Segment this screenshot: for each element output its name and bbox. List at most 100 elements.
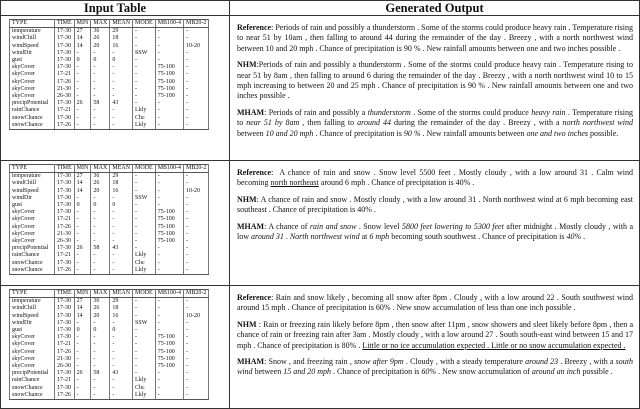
table-cell: 27	[73, 172, 92, 181]
table-cell: -	[90, 377, 111, 385]
table-cell: -	[183, 216, 210, 224]
table-cell: windSpeed	[9, 312, 55, 320]
table-cell: -	[73, 49, 92, 58]
table-cell: 75-100	[154, 355, 185, 364]
output-label: Reference	[237, 293, 272, 302]
table-cell: -	[73, 209, 92, 217]
table-cell: skyCover	[9, 348, 55, 356]
table-cell: -	[154, 312, 185, 320]
table-cell: skyCover	[9, 71, 55, 79]
text-segment: A chance of	[268, 221, 310, 231]
label-separator: :	[264, 107, 269, 117]
table-cell: -	[183, 100, 210, 108]
table-cell: 75-100	[154, 71, 185, 79]
text-segment: after midnight . Mostly cloudy , with a …	[237, 221, 634, 242]
table-cell: 26-30	[54, 363, 75, 371]
text-segment: around 6 mph . Chance of precipitation i…	[318, 178, 475, 188]
table-cell: -	[90, 71, 111, 79]
output-paragraph: MHAM: A chance of rain and snow . Snow l…	[237, 222, 633, 243]
column-header: TYPE	[9, 163, 55, 174]
input-table: TYPE TIME MIN MAX MEAN MODE MB100-4 MB20-2 tempe…	[9, 18, 210, 131]
table-cell: -	[183, 384, 210, 392]
table-cell: skyCover	[9, 216, 55, 224]
table-cell: gust	[9, 57, 55, 65]
table-row: rainChance 17-21- - - Lkly - -	[9, 377, 210, 385]
table-row: windSpeed 17-30 14 20 16- -10-20	[9, 42, 210, 50]
table-cell: -	[109, 341, 134, 349]
table-cell: 17-30	[54, 202, 75, 210]
table-cell: windDir	[9, 194, 55, 203]
table-cell: -	[73, 384, 92, 392]
table-cell: 17-30	[54, 259, 75, 267]
table-cell: -	[183, 64, 210, 72]
table-row: windChill 17-30 14 26 18- - -	[9, 180, 210, 188]
table-cell: 17-21	[54, 341, 75, 349]
table-cell: -	[90, 238, 111, 246]
output-label: NHM	[237, 60, 257, 70]
table-cell: -	[183, 194, 210, 203]
table-cell: -	[73, 71, 92, 79]
table-cell: 26	[90, 35, 111, 43]
table-cell: -	[183, 114, 210, 122]
table-cell: -	[109, 384, 134, 392]
table-cell: 17-30	[54, 194, 75, 203]
text-segment: .	[581, 232, 586, 242]
table-cell: -	[132, 341, 156, 349]
column-header: TIME	[54, 288, 75, 299]
table-cell: 0	[109, 57, 134, 65]
table-cell: -	[109, 363, 134, 371]
table-cell: -	[154, 305, 185, 313]
table-row: skyCover 21-30- - - -75-100-	[9, 355, 210, 364]
table-cell: -	[132, 230, 156, 239]
table-cell: skyCover	[9, 223, 55, 231]
table-cell: skyCover	[9, 85, 55, 94]
italic-segment: north northwest wind	[562, 118, 633, 128]
table-cell: -	[132, 85, 156, 94]
table-cell: 36	[90, 172, 111, 181]
table-cell: 29	[109, 27, 134, 36]
table-cell: windDir	[9, 49, 55, 58]
table-cell: 17-30	[54, 180, 75, 188]
table-header-row: TYPE TIME MIN MAX MEAN MODE MB100-4 MB20-2	[9, 18, 210, 29]
table-header-row: TYPE TIME MIN MAX MEAN MODE MB100-4 MB20-2	[9, 163, 210, 174]
table-cell: 0	[109, 202, 134, 210]
table-cell: 0	[109, 327, 134, 335]
column-header: MAX	[90, 288, 111, 299]
table-cell: Chc	[132, 384, 156, 392]
table-cell: -	[90, 209, 111, 217]
table-cell: SSW	[132, 49, 156, 58]
table-cell: -	[109, 49, 134, 58]
table-cell: precipPotential	[9, 245, 55, 253]
table-cell: 17-30	[54, 187, 75, 195]
table-row: precipPotential 17-30 26 58 43- - -	[9, 370, 210, 378]
table-cell: 14	[73, 42, 92, 50]
table-cell: -	[154, 35, 185, 43]
column-header: MB20-2	[183, 18, 210, 29]
table-row: windChill 17-30 14 26 18- - -	[9, 305, 210, 313]
generated-output: Reference: Periods of rain and possibly …	[237, 23, 633, 139]
table-cell: -	[90, 223, 111, 231]
table-cell: skyCover	[9, 230, 55, 239]
table-cell: -	[154, 384, 185, 392]
table-cell: -	[183, 121, 210, 131]
table-cell: 14	[73, 35, 92, 43]
text-segment: . Cloudy , with a steady temperature	[403, 357, 526, 367]
table-cell: 26	[90, 180, 111, 188]
output-paragraph: MHAM: Snow , and freezing rain , snow af…	[237, 357, 633, 378]
table-cell: -	[183, 180, 210, 188]
table-cell: -	[132, 312, 156, 320]
table-cell: -	[73, 194, 92, 203]
table-cell: 75-100	[154, 64, 185, 72]
table-cell: -	[109, 93, 134, 101]
table-cell: -	[154, 194, 185, 203]
text-segment: Rain and snow likely , becoming all snow…	[237, 293, 633, 313]
table-cell: -	[183, 259, 210, 267]
column-header: MEAN	[109, 288, 134, 299]
column-header: MODE	[132, 288, 156, 299]
table-cell: windSpeed	[9, 187, 55, 195]
text-segment: Periods of rain and possibly a	[268, 107, 368, 117]
italic-segment: rain and snow	[309, 221, 357, 231]
underlined-segment: Little or no ice accumulation expected .…	[362, 340, 626, 350]
table-cell: windSpeed	[9, 42, 55, 50]
column-header: MIN	[73, 163, 92, 174]
